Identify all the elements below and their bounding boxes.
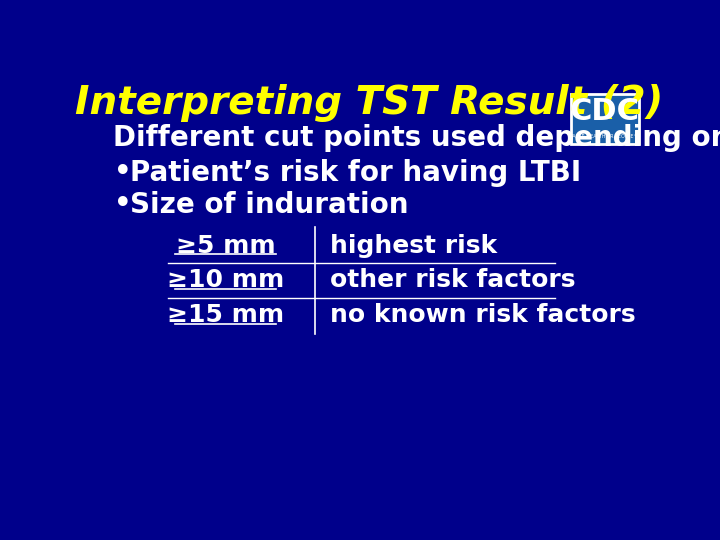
- Text: Different cut points used depending on: Different cut points used depending on: [113, 124, 720, 152]
- Text: ≥10 mm: ≥10 mm: [167, 268, 284, 292]
- Text: SAFER·HEALTHIER·PEOPLE™: SAFER·HEALTHIER·PEOPLE™: [570, 134, 639, 139]
- FancyBboxPatch shape: [570, 94, 639, 144]
- Text: CDC: CDC: [570, 97, 639, 126]
- Text: other risk factors: other risk factors: [330, 268, 576, 292]
- Text: Interpreting TST Result (2): Interpreting TST Result (2): [75, 84, 663, 122]
- Text: ≥15 mm: ≥15 mm: [167, 303, 284, 327]
- Text: •: •: [113, 188, 133, 221]
- Text: ≥5 mm: ≥5 mm: [176, 234, 276, 258]
- Text: no known risk factors: no known risk factors: [330, 303, 636, 327]
- Text: •: •: [113, 156, 133, 189]
- Text: Patient’s risk for having LTBI: Patient’s risk for having LTBI: [130, 159, 582, 187]
- Text: Size of induration: Size of induration: [130, 191, 409, 219]
- Text: highest risk: highest risk: [330, 234, 498, 258]
